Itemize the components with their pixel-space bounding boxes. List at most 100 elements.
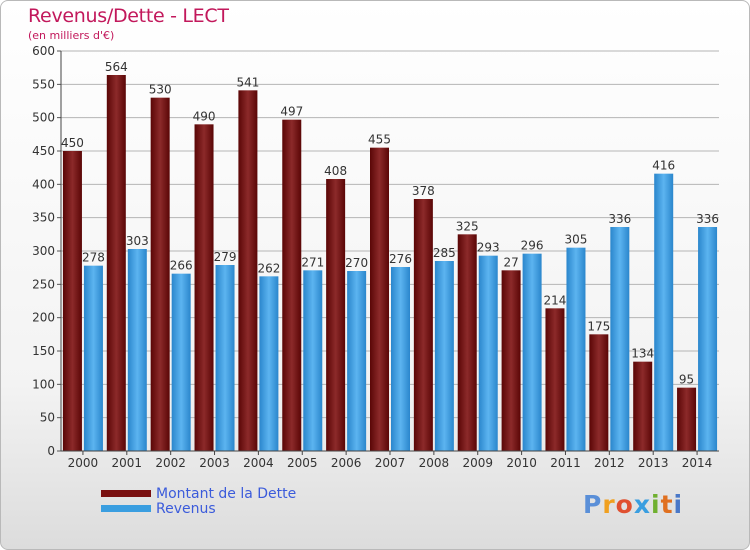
data-label-revenus: 285 [433,246,456,260]
data-label-dette: 134 [631,347,654,361]
x-tick-label: 2002 [155,456,186,470]
bars [62,75,718,452]
bar-revenus [215,265,235,451]
data-label-revenus: 336 [696,212,719,226]
bar-dette [633,361,653,451]
data-label-dette: 541 [236,75,259,89]
legend-label-revenus: Revenus [156,501,216,517]
x-tick-label: 2013 [638,456,669,470]
x-tick-label: 2000 [68,456,99,470]
y-tick-label: 300 [32,244,55,258]
bar-dette [106,75,126,451]
data-label-revenus: 266 [170,259,193,273]
y-tick-label: 100 [32,377,55,391]
bar-dette [150,97,170,452]
bar-revenus [522,253,542,451]
data-label-dette: 95 [679,373,694,387]
bar-dette [370,147,389,451]
bar-revenus [347,271,367,451]
bar-revenus [610,227,630,451]
logo-letter: o [615,490,634,519]
bar-revenus [127,249,147,451]
data-label-revenus: 293 [477,241,500,255]
y-tick-label: 0 [47,444,55,458]
bar-revenus [391,267,410,451]
logo-letter: t [660,490,674,519]
legend-swatch-revenus [101,505,151,512]
x-tick-label: 2008 [419,456,450,470]
legend-swatch-debt [101,490,151,497]
data-label-revenus: 303 [126,234,149,248]
data-label-revenus: 416 [652,159,675,173]
data-label-dette: 564 [105,60,128,74]
bar-dette [282,119,302,452]
y-tick-label: 250 [32,277,55,291]
bar-dette [677,387,697,451]
data-label-dette: 214 [544,293,567,307]
data-label-revenus: 278 [82,251,105,265]
data-label-revenus: 296 [521,239,544,253]
x-tick-label: 2011 [550,456,581,470]
logo-letter: r [602,490,616,519]
data-label-revenus: 279 [214,250,237,264]
bar-revenus [259,276,279,451]
data-label-revenus: 271 [301,255,324,269]
x-tick-label: 2004 [243,456,274,470]
y-tick-label: 450 [32,144,55,158]
axes: 0 50 100 150 200 250 300 350 400 450 500 550 600 2000… [32,44,719,470]
bar-dette [194,124,214,451]
data-label-dette: 530 [149,83,172,97]
data-label-dette: 455 [368,133,391,147]
data-label-dette: 378 [412,184,435,198]
bar-revenus [478,255,498,451]
x-tick-label: 2006 [331,456,362,470]
x-tick-label: 2009 [462,456,493,470]
x-tick-label: 2014 [682,456,713,470]
bar-dette [62,151,82,451]
bar-revenus [566,247,586,451]
bar-revenus [698,227,718,451]
bar-revenus [654,173,674,451]
data-label-revenus: 336 [608,212,631,226]
bar-dette [545,308,565,451]
proxiti-logo: Proxiti [583,490,683,519]
data-label-dette: 27 [503,255,518,269]
data-label-dette: 450 [61,136,84,150]
x-tick-label: 2003 [199,456,230,470]
y-tick-label: 350 [32,211,55,225]
y-tick-label: 400 [32,177,55,191]
bar-dette [457,234,477,451]
bar-dette [326,179,346,451]
x-tick-label: 2007 [375,456,406,470]
logo-letter: P [583,490,603,519]
data-label-dette: 408 [324,164,347,178]
data-label-revenus: 270 [345,256,368,270]
legend-label-debt: Montant de la Dette [156,486,297,502]
x-tick-label: 2010 [506,456,537,470]
x-tick-label: 2012 [594,456,625,470]
bar-revenus [303,270,323,451]
bar-dette [413,199,433,451]
data-label-dette: 325 [456,219,479,233]
x-tick-label: 2005 [287,456,318,470]
data-labels: 450 278 564 303 530 266 490 279 541 262 497 271 408 2… [61,60,719,387]
logo-letter: i [673,490,684,519]
y-tick-label: 150 [32,344,55,358]
data-label-dette: 175 [587,319,610,333]
bar-revenus [434,261,454,451]
chart-title: Revenus/Dette - LECT [28,5,229,27]
data-label-dette: 497 [280,105,303,119]
bar-dette [238,90,258,451]
grid-lines [61,50,719,452]
y-tick-label: 550 [32,77,55,91]
data-label-revenus: 305 [565,233,588,247]
bar-revenus [83,265,103,451]
data-label-revenus: 262 [257,261,280,275]
data-label-dette: 490 [193,109,216,123]
y-tick-label: 200 [32,311,55,325]
y-tick-label: 600 [32,44,55,58]
y-tick-label: 500 [32,111,55,125]
bar-dette [501,270,521,451]
logo-letter: i [651,490,661,519]
